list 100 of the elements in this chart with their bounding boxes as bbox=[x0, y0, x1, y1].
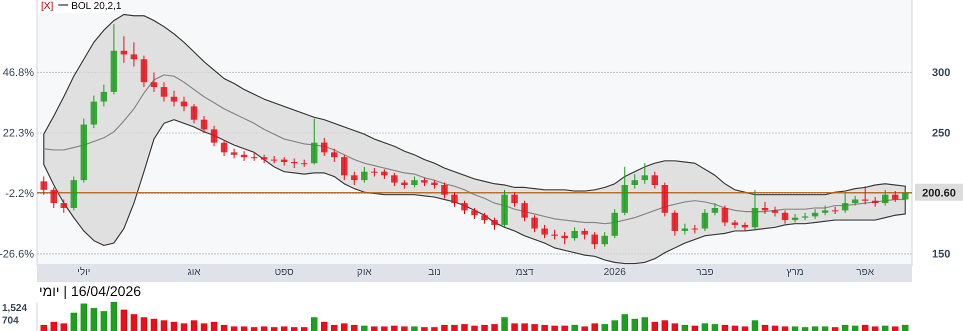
bar bbox=[481, 324, 488, 331]
candlestick bbox=[551, 229, 558, 240]
candlestick bbox=[712, 202, 718, 216]
bar bbox=[601, 324, 608, 331]
bar bbox=[682, 324, 688, 331]
y2-tick-label: 22.3% bbox=[2, 128, 34, 140]
candlestick bbox=[591, 232, 598, 250]
candlestick bbox=[461, 200, 468, 215]
y-tick-label: 704 bbox=[2, 315, 20, 326]
bar bbox=[892, 326, 898, 331]
bar bbox=[170, 322, 178, 331]
bar bbox=[672, 323, 678, 331]
candlestick bbox=[391, 172, 398, 187]
bar bbox=[280, 326, 288, 331]
bar bbox=[401, 326, 408, 331]
candlestick bbox=[50, 186, 58, 208]
bar bbox=[351, 324, 358, 331]
bar bbox=[70, 312, 78, 331]
candlestick bbox=[90, 95, 98, 129]
bar bbox=[632, 318, 638, 331]
candlestick bbox=[772, 206, 778, 217]
candlestick bbox=[672, 210, 678, 236]
bar bbox=[501, 317, 508, 331]
candlestick bbox=[842, 192, 848, 214]
bar bbox=[40, 324, 48, 331]
x-tick-label: אוג bbox=[187, 267, 202, 278]
x-tick-label: פבר bbox=[696, 267, 714, 278]
candlestick bbox=[541, 224, 548, 239]
bar bbox=[491, 324, 498, 331]
candlestick bbox=[220, 140, 228, 156]
y-tick-label: 150 bbox=[932, 248, 950, 260]
x-tick-label: מרץ bbox=[786, 267, 804, 278]
candlestick bbox=[351, 171, 358, 186]
candlestick bbox=[812, 208, 818, 220]
candlestick bbox=[892, 190, 898, 202]
candlestick bbox=[150, 72, 158, 92]
candlestick bbox=[170, 90, 178, 107]
bar bbox=[712, 324, 718, 331]
bar bbox=[852, 326, 858, 331]
candlestick bbox=[40, 176, 48, 196]
bar bbox=[381, 326, 388, 331]
bar bbox=[270, 327, 278, 331]
x-tick-label: נוב bbox=[428, 267, 441, 278]
annotation: [X] bbox=[41, 1, 54, 12]
bar bbox=[210, 322, 218, 331]
candlestick bbox=[571, 226, 578, 242]
bar bbox=[200, 323, 208, 331]
bar bbox=[541, 324, 548, 331]
candlestick bbox=[310, 118, 318, 165]
candlestick bbox=[411, 176, 418, 188]
bar bbox=[652, 322, 658, 331]
candlestick bbox=[702, 208, 708, 232]
candlestick bbox=[581, 228, 588, 240]
bar bbox=[190, 320, 198, 331]
candlestick bbox=[531, 214, 538, 233]
candlestick bbox=[300, 159, 308, 168]
candlestick bbox=[511, 192, 518, 208]
x-tick-label: דצמ bbox=[516, 267, 534, 278]
bar bbox=[842, 324, 848, 331]
y-tick-label: 1,524 bbox=[2, 302, 28, 314]
bar bbox=[320, 322, 328, 331]
bar bbox=[220, 324, 228, 331]
bar bbox=[642, 317, 648, 331]
y-tick-label: 250 bbox=[932, 128, 950, 140]
bar bbox=[902, 324, 908, 331]
candlestick bbox=[652, 171, 658, 190]
candlestick bbox=[60, 199, 68, 214]
candlestick bbox=[320, 137, 328, 156]
bar bbox=[260, 326, 268, 331]
bar bbox=[471, 326, 478, 331]
bar bbox=[361, 326, 368, 331]
bar bbox=[461, 324, 468, 331]
bar bbox=[180, 323, 188, 331]
bar bbox=[772, 326, 778, 331]
candlestick bbox=[782, 210, 788, 224]
candlestick bbox=[331, 148, 338, 163]
bar bbox=[300, 327, 308, 331]
bar bbox=[230, 326, 238, 331]
y-tick-label: 300 bbox=[932, 67, 950, 80]
legend-label: BOL 20,2,1 bbox=[71, 1, 122, 12]
bar bbox=[581, 326, 588, 331]
bar bbox=[872, 326, 878, 331]
x-tick-label: 2026 bbox=[604, 267, 626, 278]
bar bbox=[762, 324, 768, 331]
bar bbox=[331, 324, 338, 331]
text: 16/04/2026 | יומי bbox=[39, 283, 142, 299]
y2-tick-label: -2.2% bbox=[5, 188, 34, 200]
bar bbox=[421, 327, 428, 331]
bar bbox=[662, 320, 668, 331]
x-tick-label: ספט bbox=[274, 267, 294, 278]
bar bbox=[561, 326, 568, 331]
candlestick bbox=[120, 36, 128, 64]
candlestick bbox=[632, 174, 638, 190]
bar bbox=[882, 326, 888, 331]
candlestick bbox=[491, 217, 498, 230]
bar bbox=[140, 317, 148, 331]
candlestick bbox=[682, 223, 688, 236]
bar bbox=[521, 323, 528, 331]
bar bbox=[110, 302, 118, 331]
candlestick bbox=[872, 196, 878, 208]
